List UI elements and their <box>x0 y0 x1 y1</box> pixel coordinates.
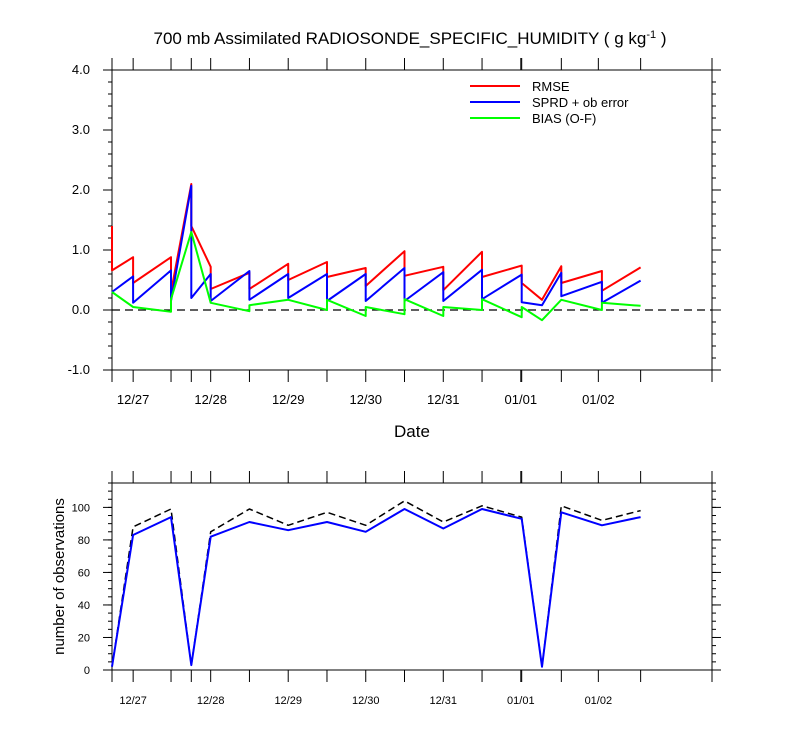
y-tick-label: 100 <box>72 502 90 514</box>
legend-label: RMSE <box>532 79 570 94</box>
x-tick-label: 12/27 <box>119 695 147 707</box>
y-tick-label: 2.0 <box>72 182 90 197</box>
x-axis-label: Date <box>394 422 430 441</box>
series-line-1 <box>111 183 642 301</box>
y-tick-label: 20 <box>78 632 90 644</box>
y-axis-label: number of observations <box>51 498 68 655</box>
x-tick-label: 12/27 <box>117 392 150 407</box>
x-tick-label: 01/02 <box>585 695 613 707</box>
legend-label: BIAS (O-F) <box>532 111 596 126</box>
x-tick-label: 12/28 <box>197 695 225 707</box>
y-tick-label: 4.0 <box>72 62 90 77</box>
x-tick-label: 12/30 <box>352 695 380 707</box>
y-tick-label: 0 <box>84 665 90 677</box>
legend-label: SPRD + ob error <box>532 95 629 110</box>
humidity-error-chart: -1.0 0.0 1.0 2.0 3.0 4.0 12/27 12/28 12/29 12/30 1… <box>68 58 721 441</box>
chart-title: 700 mb Assimilated RADIOSONDE_SPECIFIC_H… <box>154 29 667 48</box>
x-tick-label: 12/30 <box>349 392 382 407</box>
x-tick-label: 12/29 <box>272 392 305 407</box>
x-tick-label: 01/01 <box>505 392 538 407</box>
y-tick-label: -1.0 <box>68 362 90 377</box>
y-tick-label: 1.0 <box>72 242 90 257</box>
y-tick-label: 0.0 <box>72 302 90 317</box>
y-tick-label: 60 <box>78 567 90 579</box>
series-line-2 <box>111 508 641 668</box>
observation-count-chart: 0 20 40 60 80 100 12/27 12/28 12/29 12/30 12/31 01/… <box>51 471 721 707</box>
x-tick-label: 12/28 <box>194 392 227 407</box>
y-tick-label: 3.0 <box>72 122 90 137</box>
x-tick-label: 12/31 <box>427 392 460 407</box>
plot-frame <box>111 482 713 671</box>
x-tick-label: 01/02 <box>582 392 615 407</box>
y-tick-label: 40 <box>78 600 90 612</box>
x-tick-label: 01/01 <box>507 695 535 707</box>
x-tick-label: 12/31 <box>430 695 458 707</box>
series-line-2 <box>111 184 642 307</box>
plot-frame <box>111 69 713 371</box>
series-line-3 <box>111 231 641 322</box>
y-tick-label: 80 <box>78 535 90 547</box>
x-tick-label: 12/29 <box>274 695 302 707</box>
